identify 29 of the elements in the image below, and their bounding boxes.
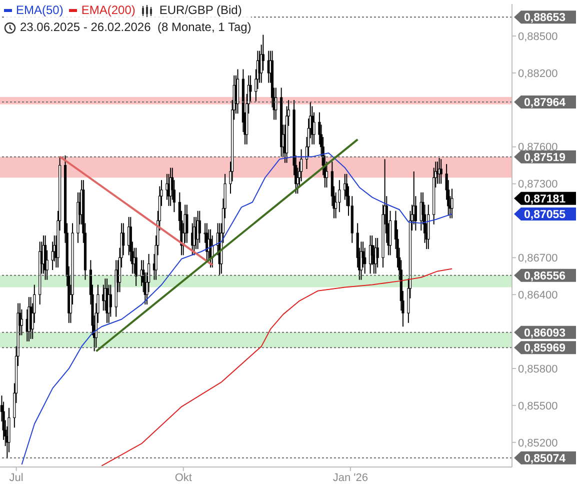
y-tick-label: 0,88200	[518, 68, 558, 80]
y-tick-label: 0,85800	[518, 363, 558, 376]
text: 0,87055	[524, 208, 566, 221]
ref-line-label: 0,87964	[524, 97, 566, 110]
y-tick-label: 0,85200	[518, 437, 558, 450]
ref-line-label: 0,88653	[524, 12, 566, 24]
legend-label: EMA(200)	[81, 2, 136, 19]
y-tick-label: 0,85500	[518, 400, 558, 412]
y-tick-label: 0,88500	[518, 30, 558, 43]
candlestick	[44, 235, 47, 280]
ref-line-label: 0,86556	[524, 270, 566, 282]
ref-line-label: 0,85074	[524, 452, 566, 465]
text: 0,87181	[524, 193, 566, 206]
candlestick	[440, 158, 442, 184]
x-tick-label: Okt	[174, 472, 192, 484]
line-series	[101, 268, 453, 466]
line-series	[21, 152, 453, 466]
x-tick-label: Jul	[9, 472, 24, 484]
y-tick-label: 0,86400	[518, 290, 558, 302]
x-tick-label: Jan '26	[332, 472, 368, 484]
ref-line-label: 0,85969	[524, 342, 566, 355]
candlestick	[300, 148, 303, 182]
ref-line-label: 0,86093	[524, 327, 566, 340]
y-tick-label: 0,86700	[518, 252, 558, 265]
ref-line-label: 0,87519	[524, 152, 566, 164]
y-tick-label: 0,87300	[518, 178, 558, 191]
chart-title: EUR/GBP (Bid)	[159, 2, 242, 19]
text: 23.06.2025 - 26.02.2026 (8 Monate, 1 Tag)	[20, 19, 252, 36]
legend-label: EMA(50)	[16, 2, 64, 19]
